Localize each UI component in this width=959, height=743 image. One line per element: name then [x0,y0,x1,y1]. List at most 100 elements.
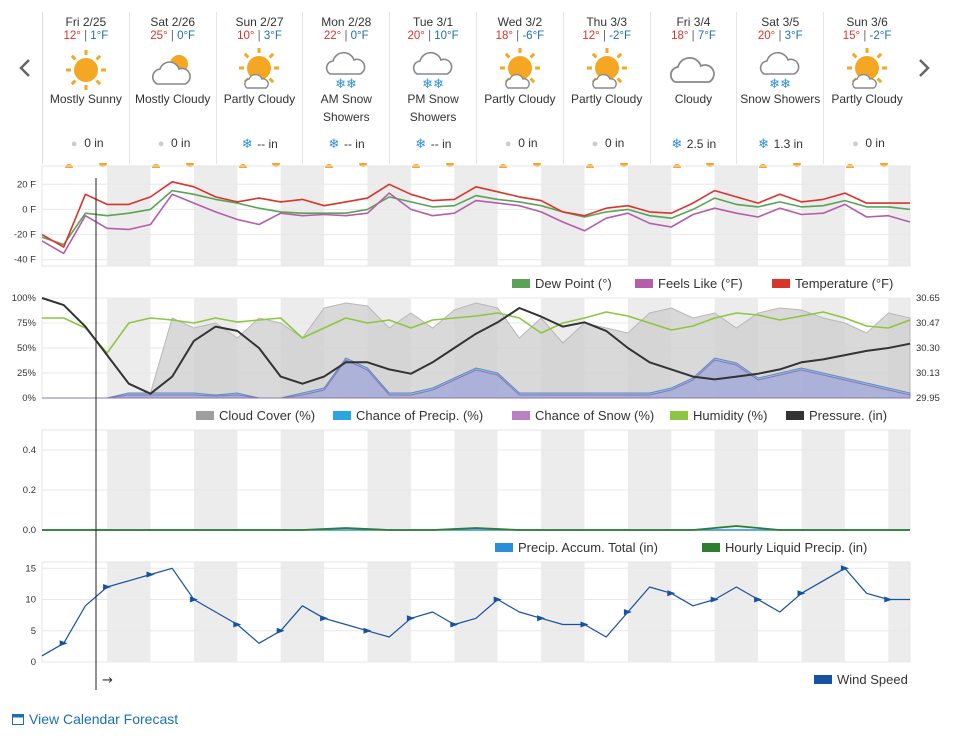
legend-label: Wind Speed [837,672,908,687]
forecast-day[interactable]: Sat 3/5 20° | 3°F ❄❄ Snow Showers ❄ 1.3 in [736,12,823,168]
wind-direction-marker [667,590,676,597]
precip-amount: -- in [430,137,452,151]
temp-series-line [41,189,911,246]
wind-direction-marker [233,621,242,628]
wind-direction-marker [103,584,112,590]
forecast-temps: 15° | -2°F [842,30,892,42]
forecast-day[interactable]: Fri 3/4 18° | 7°F Cloudy ❄ 2.5 in [649,12,737,168]
forecast-condition: AM Snow Showers [320,92,372,124]
low-temp: -2°F [609,30,631,42]
y-tick-label: 0 [31,657,36,668]
view-calendar-forecast-link[interactable]: View Calendar Forecast [12,711,178,727]
forecast-condition: PM Snow Showers [407,92,459,124]
legend-item[interactable]: Pressure. (in) [786,408,887,423]
forecast-precip: ● 0 in [477,136,563,150]
legend-swatch [702,543,720,552]
forecast-day[interactable]: Thu 3/3 12° | -2°F Partly Cloudy ● 0 in [562,12,650,168]
legend-item[interactable]: Wind Speed [814,672,908,687]
forecast-day[interactable]: Sat 2/26 25° | 0°F Mostly Cloudy ● 0 in [128,12,216,168]
high-temp: 12° [582,30,600,42]
legend-item[interactable]: Feels Like (°F) [635,276,743,291]
high-temp: 22° [323,30,342,42]
cloud-snow-icon: ❄❄ [326,51,366,90]
forecast-temps: 25° | 0°F [150,30,196,42]
forecast-day[interactable]: Tue 3/1 20° | 10°F ❄❄ PM Snow Showers ❄ -- in [389,12,476,168]
legend-label: Feels Like (°F) [658,276,743,291]
forecast-day-name: Wed 3/2 [497,15,543,29]
forecast-day-name: Tue 3/1 [412,15,454,29]
wind-direction-marker [623,609,632,615]
forecast-day-name: Fri 3/4 [676,15,711,29]
legend-item[interactable]: Chance of Precip. (%) [333,408,483,423]
wind-direction-marker [884,596,893,603]
snow-chance-area [42,359,911,399]
wind-direction-marker [320,615,329,622]
legend-item[interactable]: Dew Point (°) [512,276,612,291]
forecast-day-name: Thu 3/3 [586,15,628,29]
forecast-precip: ❄ 2.5 in [651,136,737,152]
forecast-day[interactable]: Mon 2/28 22° | 0°F ❄❄ AM Snow Showers ❄ -- in [302,12,389,168]
y-tick-label: 5 [31,626,36,637]
legend-swatch [512,279,530,288]
sun-small-cloud-icon [239,48,280,89]
y-tick-label: 50% [17,343,37,354]
low-temp: -2°F [869,30,892,42]
legend-swatch [635,279,653,288]
forecast-temps: 20° | 3°F [757,30,803,42]
temp-series-line [41,192,911,255]
forecast-day[interactable]: Wed 3/2 18° | -6°F Partly Cloudy ● 0 in [475,12,563,168]
chevron-left-icon[interactable] [18,58,32,78]
low-temp: 3°F [263,30,282,42]
pressure-line [41,297,911,395]
svg-text:❄❄: ❄❄ [335,77,357,90]
forecast-precip: ● 0 in [130,136,216,150]
y-tick-label: 75% [17,318,37,329]
raindrop-icon: ● [852,138,859,150]
hourly-liquid-line [42,525,910,531]
forecast-day-name: Mon 2/28 [321,15,372,29]
snowflake-icon: ❄ [328,136,340,151]
y-tick-label: 0.0 [23,525,36,536]
y-tick-label: 30.30 [916,343,940,354]
forecast-precip: ❄ -- in [217,136,303,152]
humidity-line [42,311,911,354]
forecast-day[interactable]: Sun 2/27 10° | 3°F Partly Cloudy ❄ -- in [215,12,303,168]
legend-item[interactable]: Cloud Cover (%) [196,408,315,423]
legend-item[interactable]: Chance of Snow (%) [512,408,654,423]
legend-item[interactable]: Precip. Accum. Total (in) [495,540,658,555]
legend-swatch [814,675,832,684]
legend-swatch [772,279,790,288]
forecast-day-name: Fri 2/25 [65,15,107,29]
legend-label: Pressure. (in) [809,408,887,423]
y-tick-label: 0.2 [23,485,36,496]
precip-amount: -- in [257,137,278,151]
low-temp: 7°F [697,30,716,42]
wind-speed-line [41,567,910,657]
high-temp: 20° [757,30,776,42]
sun-icon [65,50,106,90]
legend-item[interactable]: Hourly Liquid Precip. (in) [702,540,867,555]
legend-item[interactable]: Humidity (%) [670,408,767,423]
y-tick-label: 30.13 [916,368,940,379]
low-temp: 1°F [90,30,109,42]
view-calendar-forecast-label: View Calendar Forecast [29,711,179,727]
legend-label: Hourly Liquid Precip. (in) [725,540,867,555]
wind-direction-marker [363,627,372,634]
wind-direction-marker [493,596,502,603]
forecast-day[interactable]: Fri 2/25 12° | 1°F Mostly Sunny ● 0 in [42,12,129,168]
forecast-day-name: Sun 2/27 [235,15,284,29]
raindrop-icon: ● [157,138,165,150]
legend-item[interactable]: Temperature (°F) [772,276,893,291]
wind-direction-marker [59,640,68,647]
forecast-precip: ❄ 1.3 in [737,136,823,152]
wind-direction-marker [580,621,589,628]
low-temp: 3°F [784,30,803,42]
precip-amount: -- in [343,137,365,151]
forecast-day[interactable]: Sun 3/6 15° | -2°F Partly Cloudy ● 0 in [823,12,910,168]
high-temp: 18° [495,30,513,42]
wind-direction-marker [754,596,763,603]
sun-small-cloud-icon [586,48,627,89]
chevron-right-icon[interactable] [917,58,931,78]
forecast-precip: ❄ -- in [303,136,389,152]
wind-direction-marker [406,615,415,622]
